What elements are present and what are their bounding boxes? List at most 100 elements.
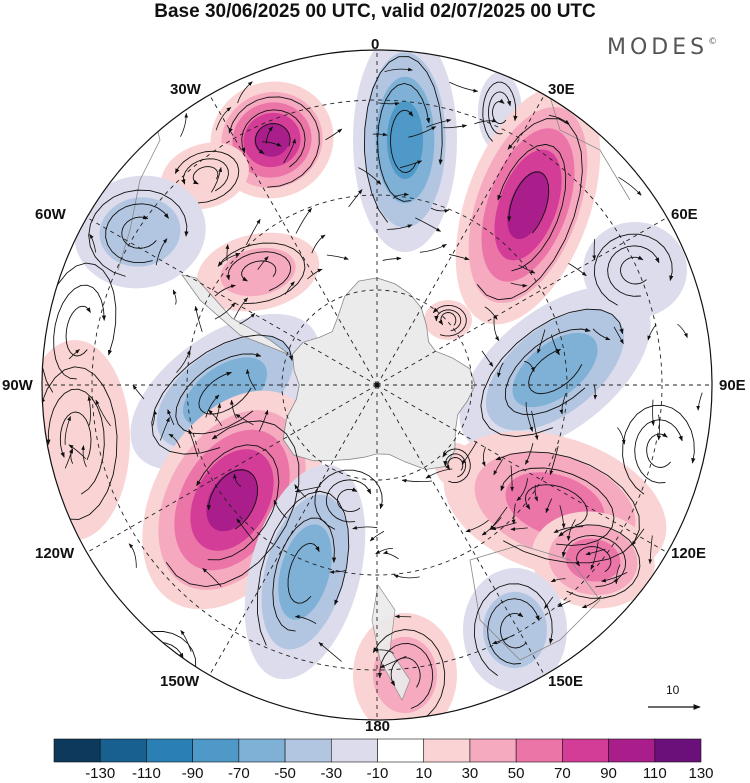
flow-arrow: [677, 323, 688, 339]
flow-arrow: [511, 503, 516, 525]
flow-arrow: [128, 543, 137, 568]
flow-arrow: [64, 415, 71, 445]
streamline: [507, 171, 550, 234]
flow-arrow: [419, 243, 447, 253]
streamline: [42, 366, 118, 520]
flow-arrow: [493, 459, 503, 476]
streamline: [175, 352, 262, 435]
anomaly-contour: [386, 101, 424, 179]
flow-arrow: [510, 282, 528, 288]
flow-arrow: [518, 264, 536, 274]
flow-arrow: [559, 393, 567, 415]
flow-arrow: [68, 444, 87, 460]
streamline: [46, 388, 105, 495]
streamline: [377, 643, 434, 709]
anomaly-contour: [254, 123, 290, 157]
streamline: [59, 411, 92, 461]
anomaly-contour: [42, 340, 130, 540]
map-title: Base 30/06/2025 00 UTC, valid 02/07/2025…: [154, 1, 596, 22]
flow-arrow: [215, 403, 222, 422]
flow-arrow: [180, 112, 189, 137]
flow-arrow: [245, 218, 261, 246]
flow-arrow: [601, 572, 628, 583]
flow-arrow: [294, 484, 306, 498]
anomaly-contour: [512, 332, 598, 408]
streamline: [325, 479, 372, 523]
colorbar-tick-label: -130: [85, 765, 116, 782]
flow-arrow: [318, 642, 342, 662]
streamline: [225, 251, 292, 292]
flow-arrow: [484, 306, 498, 320]
meridian-line: [82, 214, 378, 386]
flow-arrow: [581, 595, 602, 609]
streamline: [443, 453, 467, 478]
anomaly-center: [463, 568, 567, 692]
lon-label-180: 180: [365, 718, 391, 735]
flow-arrow: [613, 326, 624, 345]
colorbar-tick-label: 70: [554, 765, 571, 782]
flow-arrow: [372, 132, 388, 137]
modes-logo: MODES©: [607, 35, 717, 60]
flow-arrow: [544, 596, 554, 609]
colorbar-tick-label: -30: [320, 765, 343, 782]
flow-arrow: [696, 392, 703, 411]
streamline: [558, 524, 641, 599]
colorbar: [53, 738, 702, 763]
flow-arrow: [401, 478, 433, 483]
flow-arrow: [465, 519, 489, 533]
streamline: [575, 546, 612, 573]
flow-arrow: [550, 334, 560, 356]
flow-arrow: [152, 409, 158, 426]
streamline: [241, 109, 306, 168]
colorbar-tick-label: -70: [228, 765, 250, 782]
colorbar-tick-label: -10: [366, 765, 389, 782]
flow-arrow: [237, 81, 253, 104]
flow-arrow: [375, 547, 393, 555]
flow-arrow: [205, 394, 220, 418]
map-field: [42, 50, 712, 720]
colorbar-tick-label: 110: [642, 765, 667, 782]
colorbar-tick-label: 130: [688, 765, 714, 782]
streamline: [372, 629, 446, 720]
flow-arrow: [590, 541, 599, 570]
streamline: [241, 260, 277, 282]
colorbar-tick-label: -110: [131, 765, 161, 782]
lon-label-120w: 120W: [35, 545, 75, 562]
flow-arrow: [89, 234, 97, 253]
streamline: [105, 203, 169, 263]
flow-arrow: [176, 349, 191, 373]
brand-copyright-mark: ©: [708, 37, 718, 47]
colorbar-labels: -130 -110 -90 -70 -50 -30 -10 10 30 50 70 90 110 130: [0, 765, 750, 783]
anomaly-center: [424, 300, 472, 340]
colorbar-swatch: [608, 738, 656, 763]
anomaly-contour: [206, 468, 258, 532]
flow-arrow: [400, 160, 423, 169]
streamline: [53, 284, 107, 380]
flow-arrow: [132, 384, 145, 400]
colorbar-tick-label: 50: [507, 765, 525, 782]
lon-label-150e: 150E: [548, 673, 584, 690]
streamline: [438, 312, 457, 326]
flow-arrow: [236, 518, 254, 542]
flow-arrow: [489, 506, 508, 531]
colorbar-tick-label: -50: [274, 765, 296, 782]
anomaly-contour: [424, 300, 472, 340]
flow-arrow: [430, 207, 450, 213]
colorbar-swatch: [99, 738, 147, 763]
streamline: [390, 657, 421, 688]
brand-name: MODES: [607, 35, 709, 60]
flow-arrow: [311, 234, 326, 254]
flow-arrow: [614, 564, 621, 585]
flow-arrow: [393, 574, 420, 579]
flow-arrow: [168, 433, 181, 449]
flow-arrow: [369, 531, 385, 542]
flow-arrow: [474, 118, 497, 125]
flow-arrow: [325, 128, 343, 141]
lon-label-120e: 120E: [671, 545, 707, 562]
anomaly-center: [244, 464, 366, 680]
streamline: [192, 166, 219, 185]
streamline: [593, 233, 674, 306]
colorbar-swatch: [192, 738, 240, 763]
anomaly-contour: [483, 591, 547, 669]
